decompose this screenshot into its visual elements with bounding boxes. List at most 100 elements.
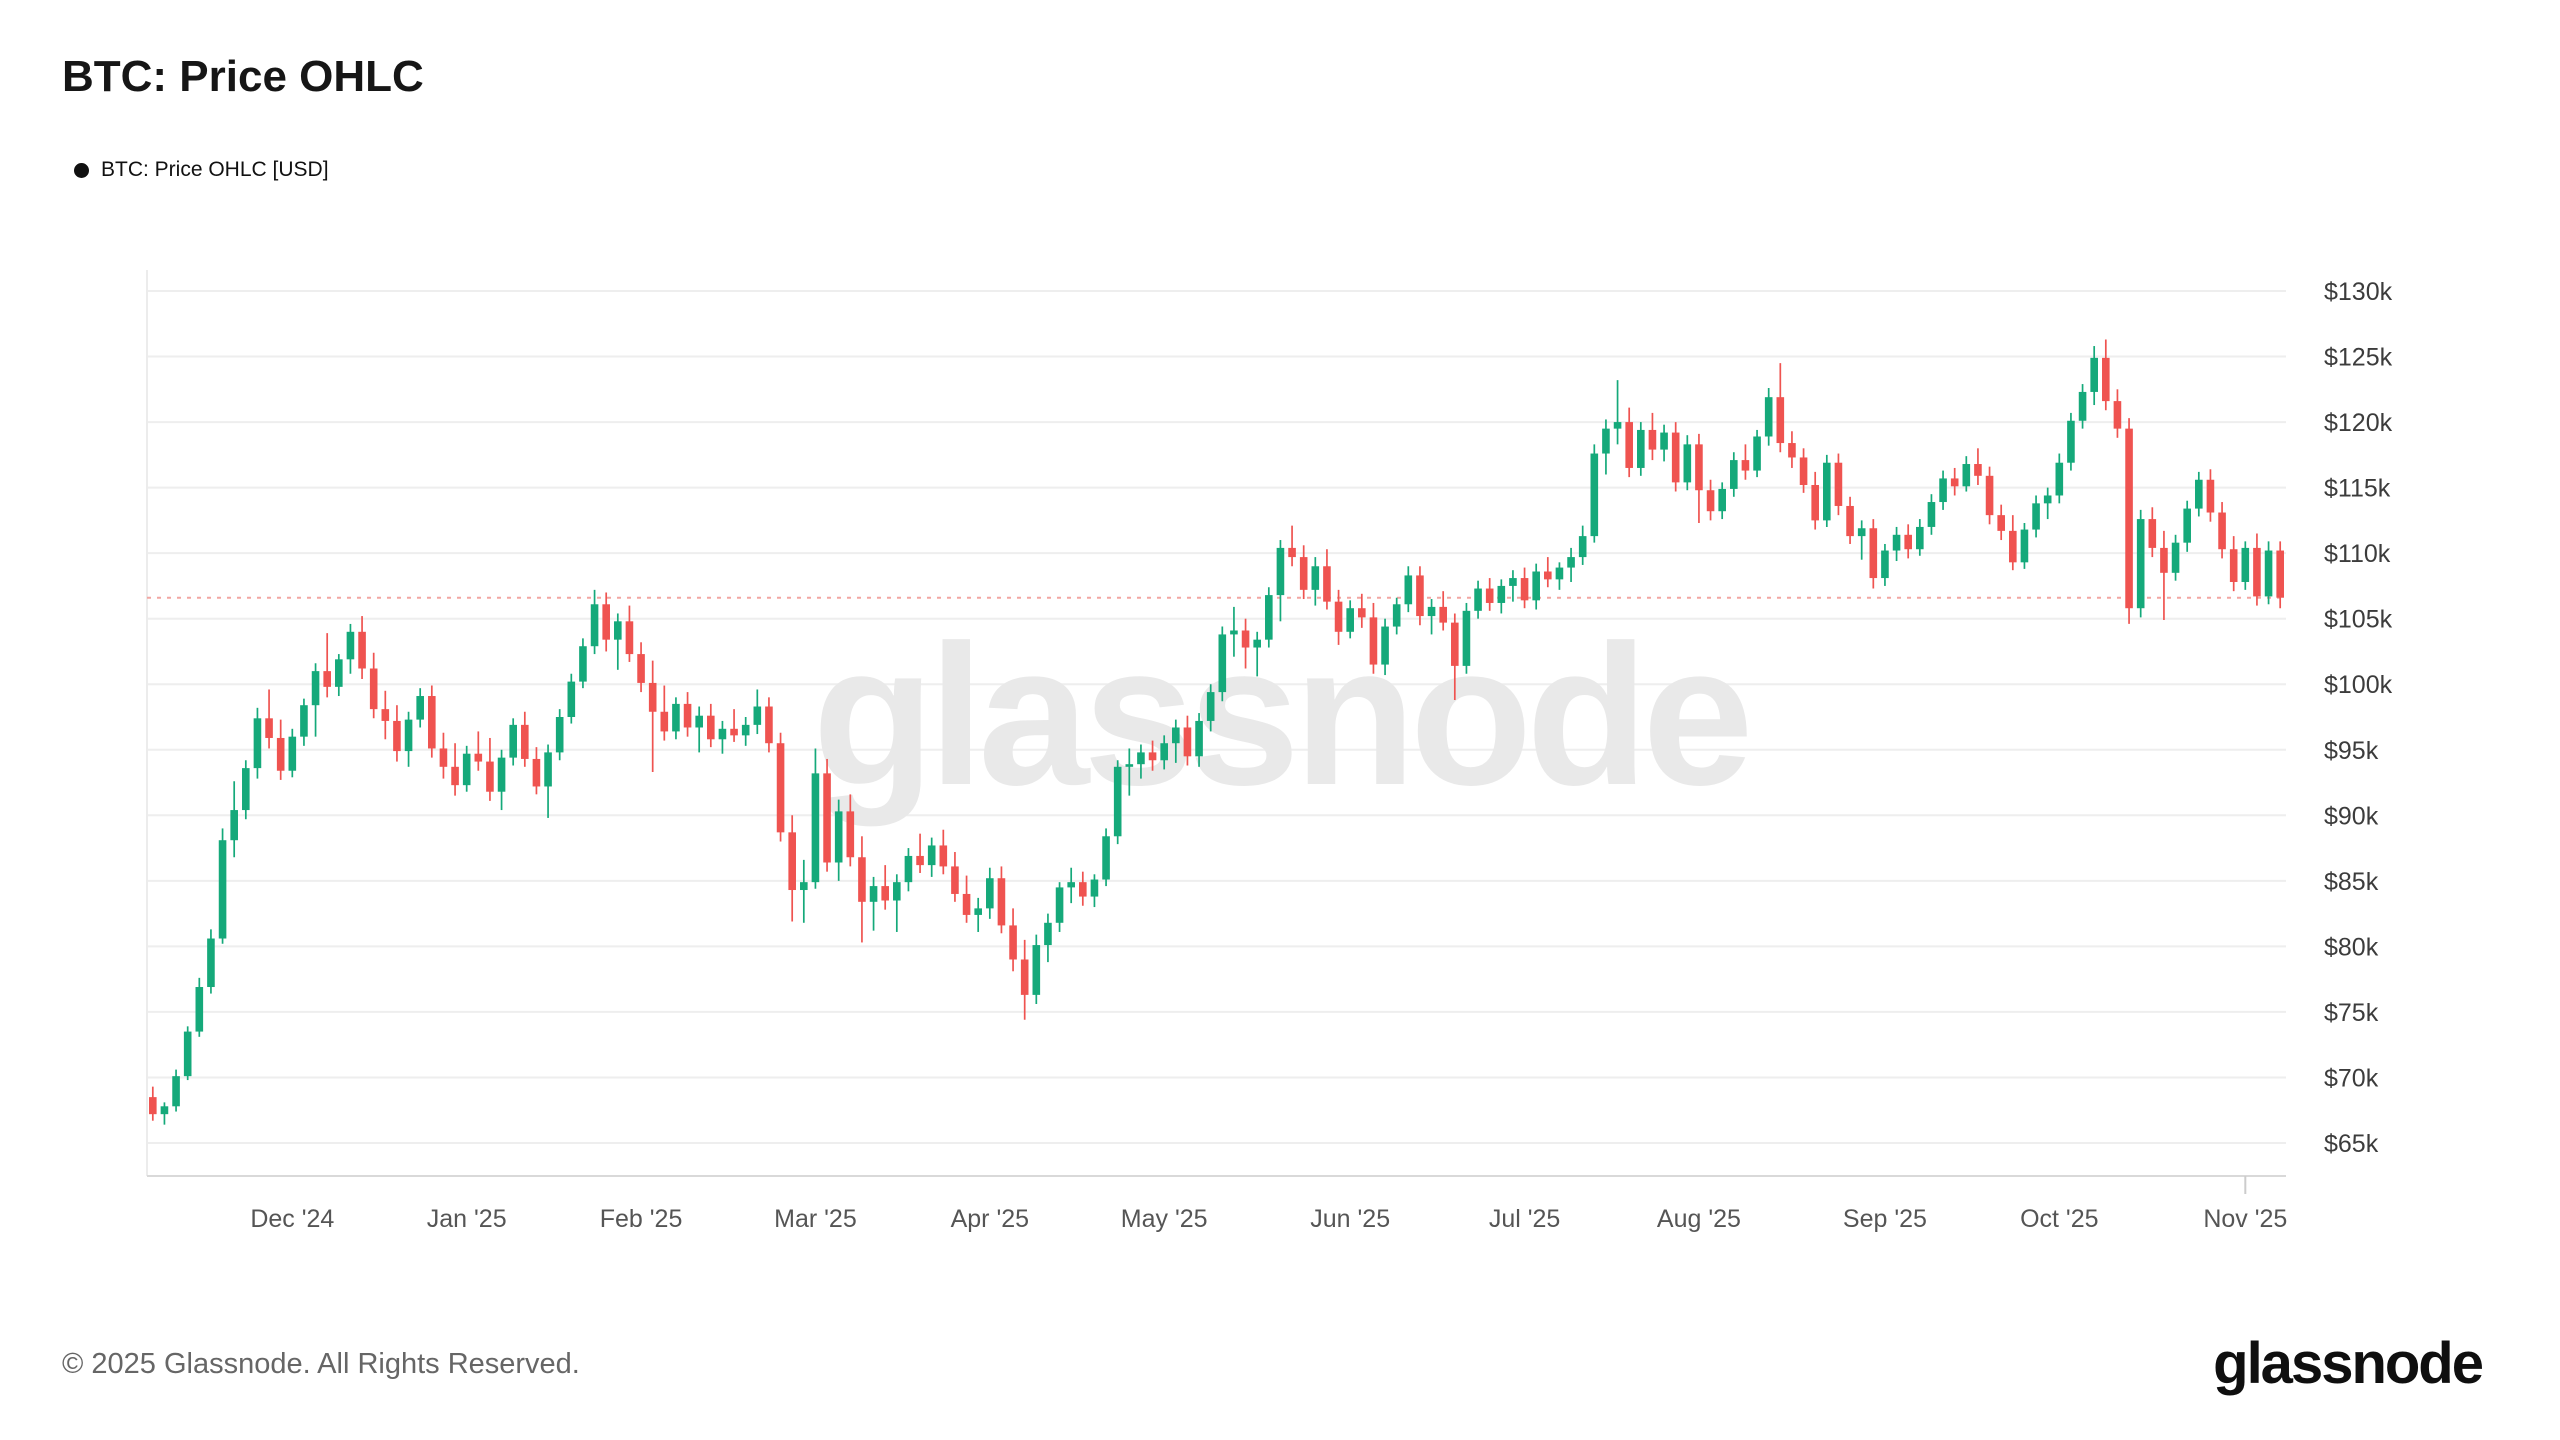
candle-body[interactable] [1183, 727, 1192, 757]
candle-body[interactable] [1369, 617, 1378, 665]
candle-body[interactable] [1718, 488, 1726, 512]
candle-body[interactable] [788, 832, 796, 891]
candle-body[interactable] [1044, 922, 1052, 946]
candle-body[interactable] [1172, 727, 1180, 744]
candle-body[interactable] [1392, 604, 1401, 627]
candle-body[interactable] [1904, 534, 1912, 550]
candle-body[interactable] [1985, 475, 1994, 516]
candle-body[interactable] [707, 715, 715, 740]
candle-body[interactable] [2241, 547, 2250, 582]
candle-body[interactable] [1997, 515, 2005, 531]
candle-body[interactable] [230, 810, 238, 841]
candle-body[interactable] [1358, 608, 1366, 618]
candle-body[interactable] [695, 715, 703, 728]
candle-body[interactable] [1950, 478, 1959, 487]
candle-body[interactable] [718, 728, 727, 740]
candle-body[interactable] [195, 987, 204, 1032]
candle-body[interactable] [741, 724, 750, 736]
candle-body[interactable] [393, 720, 401, 752]
candle-body[interactable] [683, 703, 692, 728]
candle-body[interactable] [381, 709, 390, 721]
candle-body[interactable] [486, 761, 494, 792]
candle-body[interactable] [1020, 959, 1029, 995]
candle-body[interactable] [1962, 464, 1971, 487]
candle-body[interactable] [1381, 626, 1389, 665]
candle-body[interactable] [2183, 508, 2191, 543]
candle-body[interactable] [1637, 429, 1645, 468]
candle-body[interactable] [2067, 420, 2075, 463]
candle-body[interactable] [509, 724, 517, 758]
candle-body[interactable] [1544, 571, 1552, 580]
candle-body[interactable] [1276, 547, 1285, 596]
candle-body[interactable] [1055, 887, 1064, 923]
candle-body[interactable] [939, 845, 948, 867]
candle-body[interactable] [265, 718, 273, 738]
candle-body[interactable] [497, 757, 506, 792]
candle-body[interactable] [962, 893, 971, 915]
candle-body[interactable] [2148, 519, 2157, 548]
candle-body[interactable] [858, 857, 866, 902]
candle-body[interactable] [300, 705, 308, 737]
candle-body[interactable] [1079, 882, 1087, 897]
candle-body[interactable] [1578, 536, 1587, 558]
candle-body[interactable] [2020, 529, 2029, 563]
candle-body[interactable] [346, 631, 355, 660]
candle-body[interactable] [1590, 453, 1599, 537]
candle-body[interactable] [358, 631, 366, 669]
candle-body[interactable] [1857, 528, 1866, 537]
candle-body[interactable] [1706, 490, 1715, 512]
candle-body[interactable] [811, 773, 820, 883]
candle-body[interactable] [1253, 639, 1261, 648]
candle-body[interactable] [602, 604, 610, 640]
candle-body[interactable] [1427, 606, 1436, 617]
candle-body[interactable] [893, 882, 901, 901]
candle-body[interactable] [579, 646, 587, 682]
candle-body[interactable] [2078, 391, 2087, 421]
candle-body[interactable] [1032, 945, 1041, 995]
candle-body[interactable] [869, 886, 878, 902]
glassnode-logo[interactable]: glassnode [2213, 1331, 2484, 1396]
candle-body[interactable] [1602, 428, 1610, 454]
candle-body[interactable] [1113, 766, 1122, 837]
candle-body[interactable] [2229, 549, 2238, 582]
candle-body[interactable] [2160, 547, 2168, 573]
candle-body[interactable] [1811, 484, 1819, 521]
candle-body[interactable] [776, 743, 785, 833]
chart-legend[interactable]: BTC: Price OHLC [USD] [74, 158, 329, 182]
candle-body[interactable] [1625, 422, 1633, 468]
candle-body[interactable] [428, 696, 436, 749]
candle-body[interactable] [2102, 357, 2110, 402]
candle-body[interactable] [904, 855, 913, 883]
candle-body[interactable] [160, 1106, 169, 1115]
candle-body[interactable] [590, 604, 599, 647]
candle-body[interactable] [1613, 422, 1622, 429]
candle-body[interactable] [1160, 743, 1168, 761]
candle-body[interactable] [1090, 879, 1099, 897]
candle-body[interactable] [1137, 752, 1145, 765]
candle-body[interactable] [369, 668, 378, 710]
candle-body[interactable] [172, 1076, 180, 1107]
candle-body[interactable] [1195, 720, 1203, 757]
candle-body[interactable] [1265, 595, 1273, 640]
candle-body[interactable] [1799, 457, 1808, 485]
candle-body[interactable] [1776, 397, 1785, 444]
candle-body[interactable] [1741, 460, 1750, 471]
candle-body[interactable] [2009, 530, 2017, 563]
candle-body[interactable] [1462, 610, 1471, 666]
candle-body[interactable] [1509, 578, 1517, 586]
candle-body[interactable] [1323, 566, 1331, 602]
candle-body[interactable] [1067, 882, 1075, 888]
candle-body[interactable] [2136, 519, 2145, 609]
candle-body[interactable] [2171, 542, 2180, 573]
candle-body[interactable] [2055, 462, 2064, 496]
candle-body[interactable] [1451, 622, 1459, 666]
candle-body[interactable] [1671, 432, 1680, 483]
candle-body[interactable] [1485, 588, 1494, 603]
candle-body[interactable] [276, 737, 285, 771]
candle-body[interactable] [1102, 836, 1110, 880]
candle-body[interactable] [2264, 550, 2273, 597]
candle-body[interactable] [660, 711, 669, 732]
candle-body[interactable] [974, 908, 982, 915]
candle-body[interactable] [1764, 397, 1773, 437]
candle-body[interactable] [637, 654, 645, 683]
